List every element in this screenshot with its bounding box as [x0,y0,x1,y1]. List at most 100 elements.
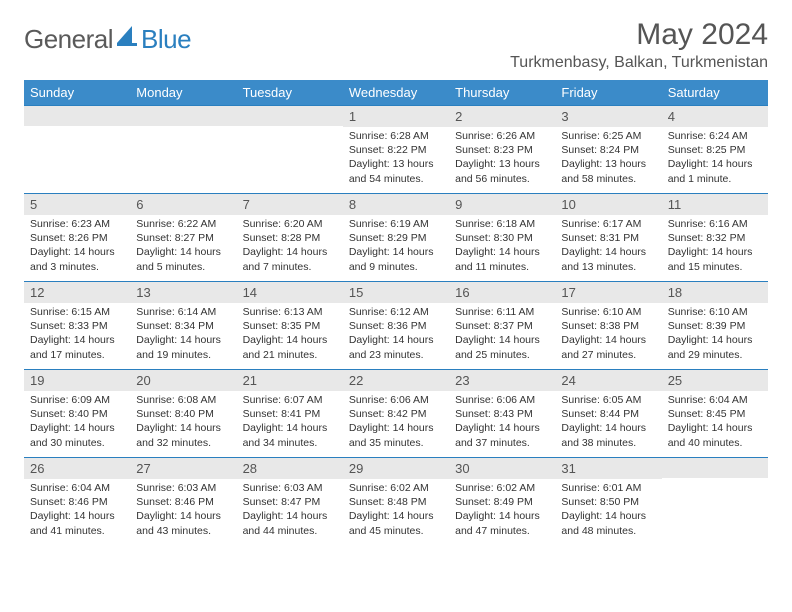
sunrise-line: Sunrise: 6:25 AM [561,129,655,143]
daylight-line: Daylight: 14 hours and 25 minutes. [455,333,549,361]
day-number: 13 [130,282,236,303]
day-details: Sunrise: 6:08 AMSunset: 8:40 PMDaylight:… [130,391,236,454]
day-number: 29 [343,458,449,479]
day-details: Sunrise: 6:23 AMSunset: 8:26 PMDaylight:… [24,215,130,278]
sunrise-line: Sunrise: 6:04 AM [668,393,762,407]
calendar-day: 20Sunrise: 6:08 AMSunset: 8:40 PMDayligh… [130,370,236,458]
sunset-line: Sunset: 8:24 PM [561,143,655,157]
day-number: 16 [449,282,555,303]
calendar-week: 26Sunrise: 6:04 AMSunset: 8:46 PMDayligh… [24,458,768,546]
day-number: 18 [662,282,768,303]
sunset-line: Sunset: 8:28 PM [243,231,337,245]
calendar-day-empty [24,106,130,194]
weekday-header: Saturday [662,80,768,106]
day-number: 1 [343,106,449,127]
calendar-day-empty [130,106,236,194]
day-number [662,458,768,478]
day-number: 12 [24,282,130,303]
weekday-header: Tuesday [237,80,343,106]
day-number: 28 [237,458,343,479]
day-number: 4 [662,106,768,127]
calendar-day: 10Sunrise: 6:17 AMSunset: 8:31 PMDayligh… [555,194,661,282]
daylight-line: Daylight: 14 hours and 30 minutes. [30,421,124,449]
sunrise-line: Sunrise: 6:01 AM [561,481,655,495]
daylight-line: Daylight: 14 hours and 19 minutes. [136,333,230,361]
calendar-day: 18Sunrise: 6:10 AMSunset: 8:39 PMDayligh… [662,282,768,370]
daylight-line: Daylight: 14 hours and 1 minute. [668,157,762,185]
day-details: Sunrise: 6:11 AMSunset: 8:37 PMDaylight:… [449,303,555,366]
sunset-line: Sunset: 8:46 PM [136,495,230,509]
calendar-week: 19Sunrise: 6:09 AMSunset: 8:40 PMDayligh… [24,370,768,458]
month-title: May 2024 [510,18,768,52]
calendar-day: 25Sunrise: 6:04 AMSunset: 8:45 PMDayligh… [662,370,768,458]
calendar-day: 16Sunrise: 6:11 AMSunset: 8:37 PMDayligh… [449,282,555,370]
calendar-day: 24Sunrise: 6:05 AMSunset: 8:44 PMDayligh… [555,370,661,458]
calendar-day-empty [237,106,343,194]
day-details: Sunrise: 6:06 AMSunset: 8:42 PMDaylight:… [343,391,449,454]
calendar-day: 22Sunrise: 6:06 AMSunset: 8:42 PMDayligh… [343,370,449,458]
calendar-day: 27Sunrise: 6:03 AMSunset: 8:46 PMDayligh… [130,458,236,546]
day-number: 31 [555,458,661,479]
day-details: Sunrise: 6:17 AMSunset: 8:31 PMDaylight:… [555,215,661,278]
day-number: 14 [237,282,343,303]
calendar-day: 15Sunrise: 6:12 AMSunset: 8:36 PMDayligh… [343,282,449,370]
daylight-line: Daylight: 14 hours and 34 minutes. [243,421,337,449]
day-details: Sunrise: 6:05 AMSunset: 8:44 PMDaylight:… [555,391,661,454]
calendar-day: 1Sunrise: 6:28 AMSunset: 8:22 PMDaylight… [343,106,449,194]
day-details: Sunrise: 6:07 AMSunset: 8:41 PMDaylight:… [237,391,343,454]
daylight-line: Daylight: 14 hours and 3 minutes. [30,245,124,273]
calendar-day: 29Sunrise: 6:02 AMSunset: 8:48 PMDayligh… [343,458,449,546]
day-details: Sunrise: 6:04 AMSunset: 8:45 PMDaylight:… [662,391,768,454]
sunset-line: Sunset: 8:27 PM [136,231,230,245]
sunrise-line: Sunrise: 6:26 AM [455,129,549,143]
daylight-line: Daylight: 14 hours and 29 minutes. [668,333,762,361]
weekday-header: Friday [555,80,661,106]
brand-part2: Blue [141,24,191,55]
sunset-line: Sunset: 8:49 PM [455,495,549,509]
day-details: Sunrise: 6:06 AMSunset: 8:43 PMDaylight:… [449,391,555,454]
calendar-day: 26Sunrise: 6:04 AMSunset: 8:46 PMDayligh… [24,458,130,546]
calendar-head: SundayMondayTuesdayWednesdayThursdayFrid… [24,80,768,106]
day-details: Sunrise: 6:20 AMSunset: 8:28 PMDaylight:… [237,215,343,278]
day-number: 10 [555,194,661,215]
daylight-line: Daylight: 13 hours and 54 minutes. [349,157,443,185]
sunrise-line: Sunrise: 6:13 AM [243,305,337,319]
day-details: Sunrise: 6:04 AMSunset: 8:46 PMDaylight:… [24,479,130,542]
sunrise-line: Sunrise: 6:12 AM [349,305,443,319]
calendar-day: 11Sunrise: 6:16 AMSunset: 8:32 PMDayligh… [662,194,768,282]
day-number: 27 [130,458,236,479]
calendar-day: 5Sunrise: 6:23 AMSunset: 8:26 PMDaylight… [24,194,130,282]
title-block: May 2024 Turkmenbasy, Balkan, Turkmenist… [510,18,768,72]
daylight-line: Daylight: 14 hours and 23 minutes. [349,333,443,361]
weekday-header: Wednesday [343,80,449,106]
sunrise-line: Sunrise: 6:22 AM [136,217,230,231]
calendar-day: 30Sunrise: 6:02 AMSunset: 8:49 PMDayligh… [449,458,555,546]
sunset-line: Sunset: 8:38 PM [561,319,655,333]
sunrise-line: Sunrise: 6:11 AM [455,305,549,319]
daylight-line: Daylight: 14 hours and 45 minutes. [349,509,443,537]
brand-part1: General [24,24,113,55]
daylight-line: Daylight: 14 hours and 15 minutes. [668,245,762,273]
day-number [237,106,343,126]
day-number: 22 [343,370,449,391]
daylight-line: Daylight: 14 hours and 7 minutes. [243,245,337,273]
day-number: 5 [24,194,130,215]
day-number: 9 [449,194,555,215]
sunrise-line: Sunrise: 6:09 AM [30,393,124,407]
weekday-header: Thursday [449,80,555,106]
calendar-day: 6Sunrise: 6:22 AMSunset: 8:27 PMDaylight… [130,194,236,282]
sunset-line: Sunset: 8:30 PM [455,231,549,245]
calendar-day: 23Sunrise: 6:06 AMSunset: 8:43 PMDayligh… [449,370,555,458]
sunrise-line: Sunrise: 6:06 AM [349,393,443,407]
sunrise-line: Sunrise: 6:03 AM [243,481,337,495]
daylight-line: Daylight: 14 hours and 5 minutes. [136,245,230,273]
sunset-line: Sunset: 8:39 PM [668,319,762,333]
sunrise-line: Sunrise: 6:02 AM [349,481,443,495]
day-details: Sunrise: 6:12 AMSunset: 8:36 PMDaylight:… [343,303,449,366]
calendar-day: 17Sunrise: 6:10 AMSunset: 8:38 PMDayligh… [555,282,661,370]
sunrise-line: Sunrise: 6:05 AM [561,393,655,407]
day-details: Sunrise: 6:25 AMSunset: 8:24 PMDaylight:… [555,127,661,190]
calendar-day-empty [662,458,768,546]
calendar-day: 9Sunrise: 6:18 AMSunset: 8:30 PMDaylight… [449,194,555,282]
day-details: Sunrise: 6:26 AMSunset: 8:23 PMDaylight:… [449,127,555,190]
